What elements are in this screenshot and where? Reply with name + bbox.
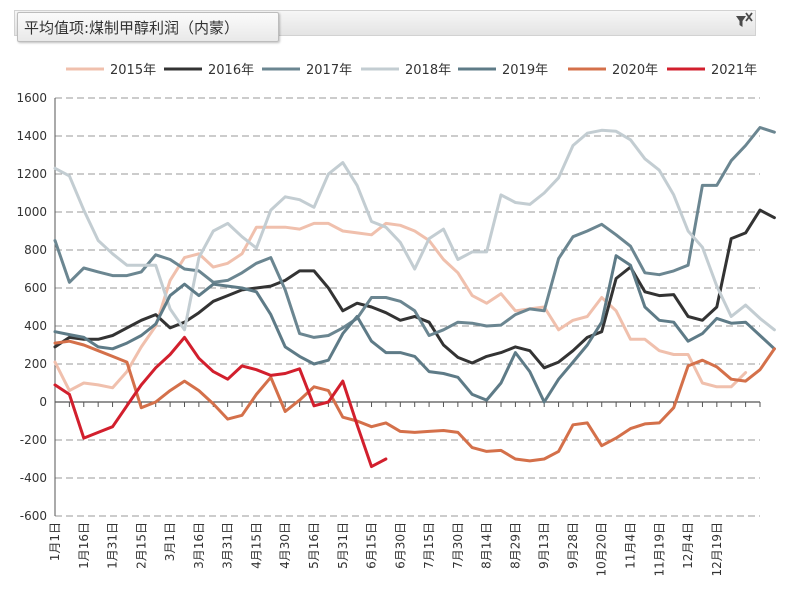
y-tick-label: 800 <box>24 243 47 257</box>
y-tick-label: -600 <box>20 509 47 523</box>
legend-item-2018: 2018年 <box>361 63 451 78</box>
y-tick-label: 200 <box>24 357 47 371</box>
legend-label: 2020年 <box>612 63 658 78</box>
x-tick-label: 3月1日 <box>163 522 177 561</box>
series-line-2020 <box>53 339 776 463</box>
series-line-2021 <box>53 335 388 469</box>
y-tick-label: 1400 <box>16 129 47 143</box>
legend-label: 2017年 <box>306 63 352 78</box>
series-line-2017 <box>53 126 776 339</box>
x-tick-label: 4月30日 <box>278 522 292 569</box>
x-tick-label: 8月29日 <box>508 522 522 569</box>
legend-item-2016: 2016年 <box>164 63 254 78</box>
x-tick-label: 3月31日 <box>221 522 235 569</box>
x-tick-label: 6月15日 <box>365 522 379 569</box>
x-tick-label: 7月30日 <box>451 522 465 569</box>
y-tick-label: 1000 <box>16 205 47 219</box>
legend-item-2020: 2020年 <box>568 63 658 78</box>
y-tick-label: -200 <box>20 433 47 447</box>
x-tick-label: 2月15日 <box>134 522 148 569</box>
x-tick-label: 4月15日 <box>249 522 263 569</box>
legend-label: 2016年 <box>208 63 254 78</box>
legend-label: 2019年 <box>502 63 548 78</box>
x-tick-label: 1月31日 <box>106 522 120 569</box>
x-tick-label: 9月28日 <box>566 522 580 569</box>
chart-title-field-button[interactable]: 平均值项:煤制甲醇利润（内蒙） <box>17 12 279 42</box>
x-tick-label: 8月14日 <box>480 522 494 569</box>
x-tick-label: 11月4日 <box>624 522 638 569</box>
series-line-2015 <box>53 221 748 393</box>
x-tick-label: 9月13日 <box>537 522 551 569</box>
x-tick-label: 5月31日 <box>336 522 350 569</box>
filter-icon[interactable] <box>733 11 755 33</box>
x-tick-label: 5月16日 <box>307 522 321 569</box>
y-tick-label: 1200 <box>16 167 47 181</box>
x-tick-label: 12月4日 <box>681 522 695 569</box>
series-line-2018 <box>53 128 776 332</box>
y-tick-label: 600 <box>24 281 47 295</box>
legend-label: 2015年 <box>110 63 156 78</box>
series-line-2019 <box>53 254 776 404</box>
y-tick-label: -400 <box>20 471 47 485</box>
x-tick-label: 12月19日 <box>710 522 724 577</box>
y-tick-label: 1600 <box>16 91 47 105</box>
y-tick-label: 0 <box>39 395 47 409</box>
y-tick-label: 400 <box>24 319 47 333</box>
legend-item-2019: 2019年 <box>458 63 548 78</box>
x-tick-label: 7月15日 <box>422 522 436 569</box>
legend-item-2017: 2017年 <box>262 63 352 78</box>
x-tick-label: 1月16日 <box>77 522 91 569</box>
legend-label: 2021年 <box>711 63 757 78</box>
legend-item-2021: 2021年 <box>667 63 757 78</box>
x-tick-label: 1月1日 <box>48 522 62 561</box>
x-tick-label: 3月16日 <box>192 522 206 569</box>
x-tick-label: 10月20日 <box>595 522 609 577</box>
x-tick-label: 6月30日 <box>393 522 407 569</box>
series-line-2016 <box>53 208 776 370</box>
x-tick-label: 11月19日 <box>652 522 666 577</box>
legend-label: 2018年 <box>405 63 451 78</box>
legend-item-2015: 2015年 <box>66 63 156 78</box>
